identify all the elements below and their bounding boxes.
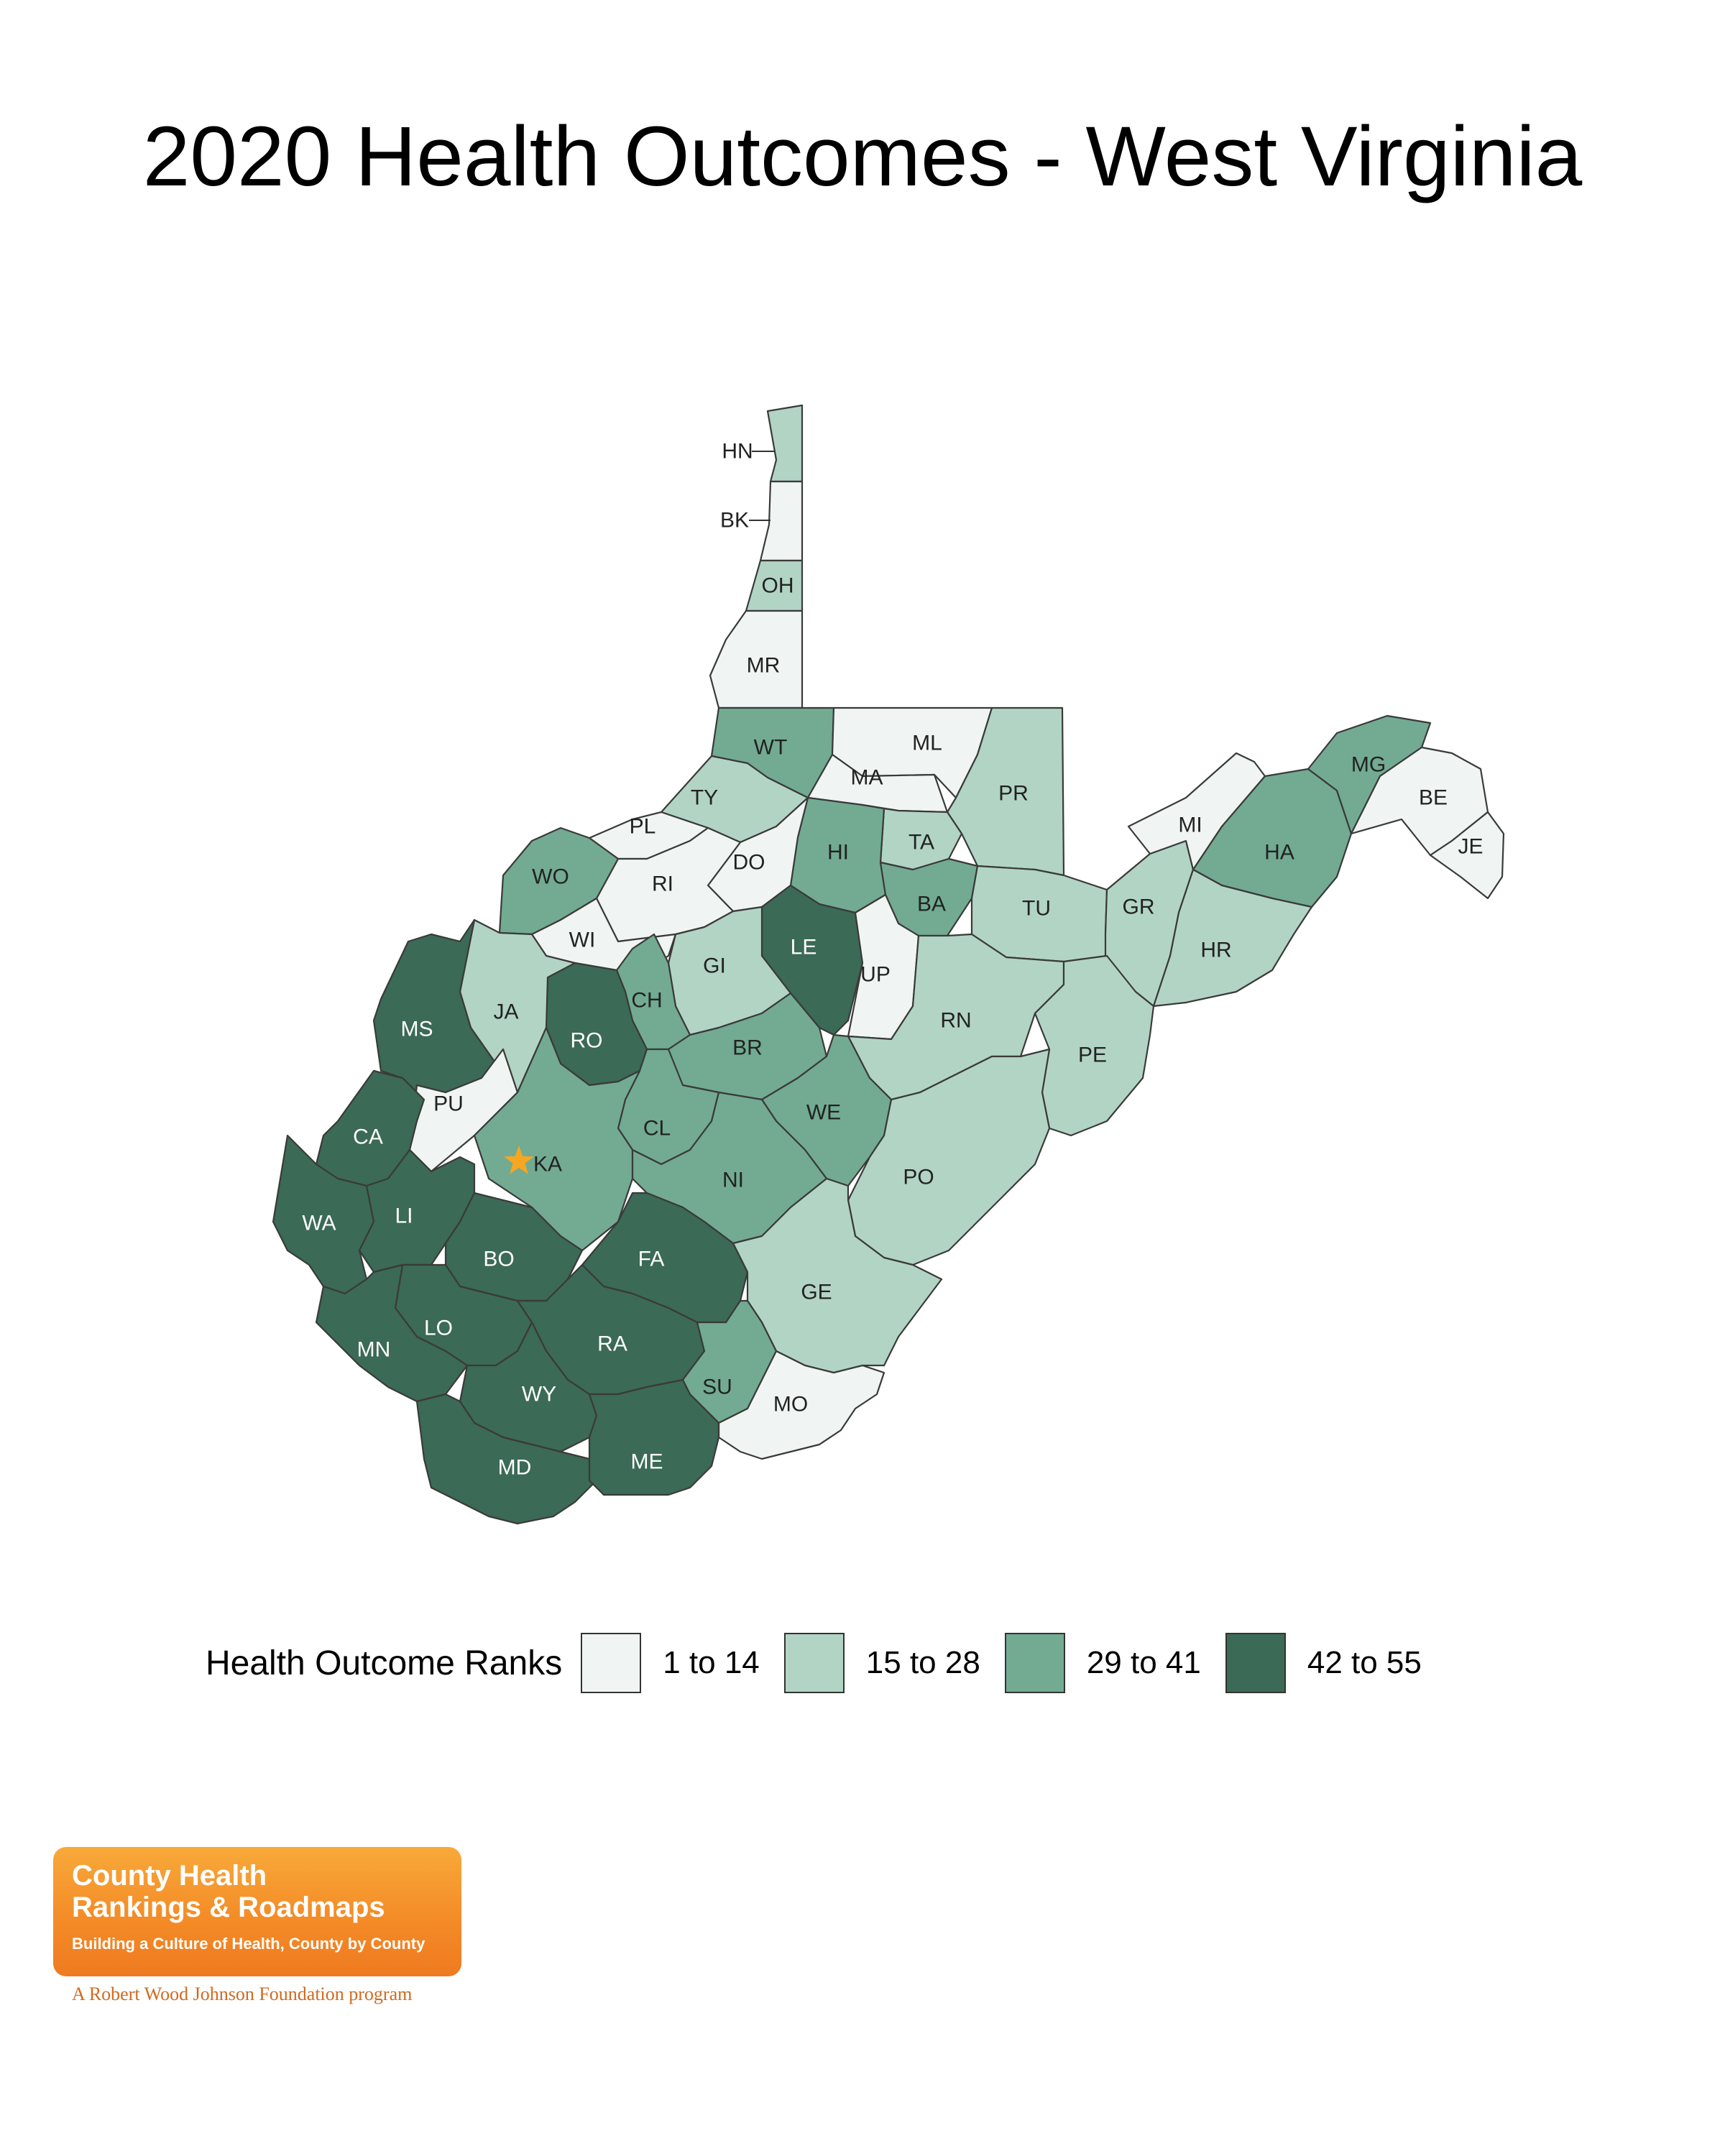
legend-item: 42 to 55 [1225, 1633, 1446, 1693]
county-label-ca: CA [353, 1125, 383, 1149]
county-label-me: ME [631, 1450, 663, 1474]
county-label-wo: WO [532, 865, 569, 889]
county-label-tu: TU [1022, 897, 1051, 921]
legend-title: Health Outcome Ranks [206, 1644, 563, 1682]
county-label-bo: BO [483, 1248, 514, 1271]
county-label-ch: CH [631, 989, 662, 1013]
county-label-bk: BK [720, 509, 749, 533]
county-label-mr: MR [747, 654, 781, 678]
legend-swatch [783, 1633, 845, 1693]
county-hr [1152, 868, 1313, 1008]
logo-tagline: Building a Culture of Health, County by … [72, 1935, 426, 1953]
county-label-hr: HR [1200, 939, 1231, 962]
legend-swatch [581, 1633, 642, 1693]
county-label-be: BE [1419, 786, 1448, 810]
county-label-pl: PL [630, 815, 656, 839]
legend-label: 42 to 55 [1307, 1645, 1422, 1680]
county-mn [315, 1263, 469, 1403]
county-label-mi: MI [1178, 814, 1202, 837]
county-label-ge: GE [801, 1281, 832, 1304]
county-label-cl: CL [643, 1117, 671, 1141]
county-label-mg: MG [1351, 753, 1386, 777]
legend-label: 15 to 28 [865, 1645, 980, 1680]
county-map: HN BK OH MR WT ML MA PR TY PL TA HI DO RI WO BA TU GR MI HA… [272, 404, 1505, 1525]
county-label-fa: FA [638, 1248, 665, 1271]
county-label-ri: RI [652, 872, 673, 896]
county-label-ta: TA [908, 831, 934, 854]
legend-label: 29 to 41 [1086, 1645, 1201, 1680]
county-label-oh: OH [762, 574, 794, 598]
county-label-lo: LO [424, 1317, 453, 1340]
chrr-logo: County Health Rankings & Roadmaps Buildi… [53, 1847, 461, 1976]
county-label-wa: WA [302, 1212, 336, 1235]
county-label-we: WE [806, 1101, 841, 1125]
county-label-hi: HI [827, 841, 849, 865]
logo-line1: County Health [72, 1860, 267, 1892]
county-label-rn: RN [940, 1009, 971, 1033]
county-je [1429, 811, 1505, 900]
legend-swatch [1004, 1633, 1065, 1693]
county-label-ka: KA [533, 1153, 562, 1176]
county-label-wi: WI [569, 929, 596, 952]
county-hn [766, 404, 804, 483]
county-label-pu: PU [433, 1092, 464, 1116]
legend-item: 29 to 41 [1004, 1633, 1225, 1693]
county-label-pr: PR [998, 782, 1029, 806]
county-label-mn: MN [357, 1338, 391, 1362]
county-label-br: BR [732, 1036, 763, 1060]
county-label-le: LE [791, 936, 817, 959]
legend-swatch [1225, 1633, 1286, 1693]
county-label-gr: GR [1123, 895, 1155, 919]
county-label-ni: NI [722, 1169, 744, 1192]
logo-line2: Rankings & Roadmaps [72, 1892, 385, 1923]
legend-item: 1 to 14 [581, 1633, 784, 1693]
county-label-li: LI [395, 1204, 413, 1228]
foundation-credit: A Robert Wood Johnson Foundation program [72, 1984, 413, 2004]
county-label-hn: HN [722, 440, 753, 464]
county-label-wt: WT [754, 736, 788, 760]
county-label-ja: JA [493, 1000, 518, 1024]
county-pe [1034, 954, 1155, 1137]
county-me [588, 1378, 720, 1496]
county-label-ra: RA [597, 1332, 627, 1356]
capital-star-icon [504, 1146, 534, 1174]
county-label-su: SU [702, 1376, 732, 1399]
county-label-ba: BA [917, 893, 946, 916]
county-label-ml: ML [912, 732, 942, 755]
county-label-ma: MA [851, 766, 883, 790]
county-label-ha: HA [1264, 841, 1294, 865]
map-title: 2020 Health Outcomes - West Virginia [142, 109, 1583, 204]
county-label-up: UP [860, 963, 891, 987]
county-label-wy: WY [522, 1383, 556, 1406]
county-label-ms: MS [401, 1018, 433, 1041]
legend-label: 1 to 14 [663, 1645, 760, 1680]
county-label-ro: RO [571, 1029, 603, 1053]
county-mo [717, 1350, 886, 1460]
county-label-je: JE [1458, 835, 1483, 859]
county-pr [946, 706, 1065, 877]
county-label-po: PO [903, 1166, 934, 1189]
county-label-gi: GI [703, 954, 726, 978]
county-label-ty: TY [691, 786, 718, 810]
county-label-mo: MO [773, 1393, 808, 1416]
legend: Health Outcome Ranks 1 to 14 15 to 28 29… [206, 1631, 1446, 1695]
legend-item: 15 to 28 [783, 1633, 1005, 1693]
county-label-md: MD [498, 1456, 532, 1480]
county-label-do: DO [733, 851, 765, 875]
county-label-pe: PE [1078, 1044, 1107, 1067]
